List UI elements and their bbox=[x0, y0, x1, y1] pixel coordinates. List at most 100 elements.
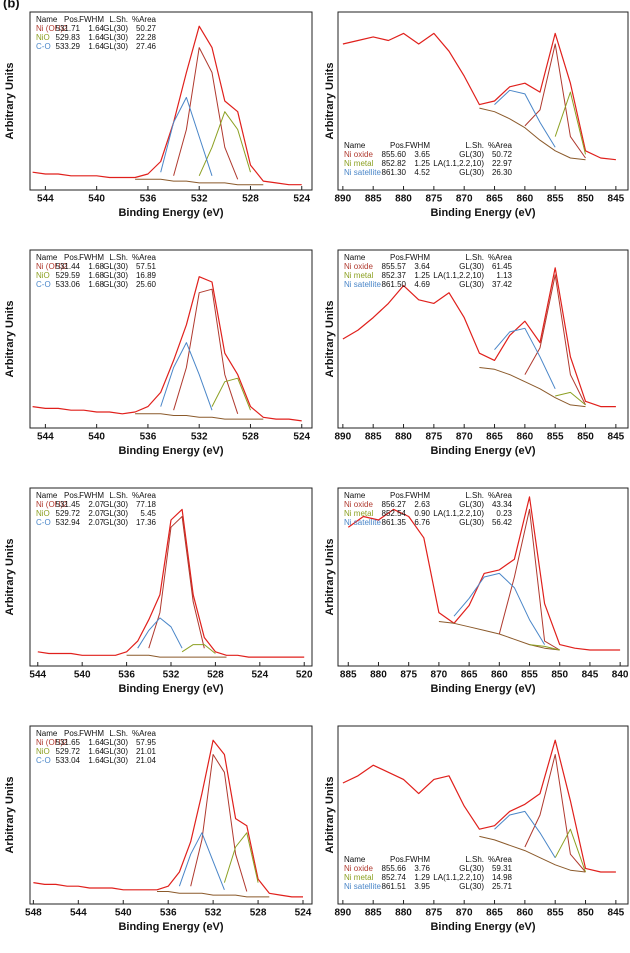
table-name: NiO bbox=[36, 271, 50, 280]
table-name: NiO bbox=[36, 747, 50, 756]
table-header: Pos. bbox=[390, 491, 406, 500]
table-cell: 26.30 bbox=[492, 168, 513, 177]
plot-frame bbox=[337, 249, 629, 429]
y-axis-label: Arbitrary Units bbox=[324, 776, 336, 853]
table-cell: 1.68 bbox=[88, 271, 104, 280]
table-cell: 855.60 bbox=[382, 150, 407, 159]
background-line bbox=[126, 654, 227, 658]
x-tick-label: 524 bbox=[295, 908, 312, 919]
table-cell: 1.64 bbox=[88, 756, 104, 765]
x-tick-label: 540 bbox=[88, 194, 105, 205]
table-cell: 533.06 bbox=[56, 280, 81, 289]
table-name: NiO bbox=[36, 33, 50, 42]
x-tick-label: 548 bbox=[25, 908, 42, 919]
x-tick-label: 524 bbox=[293, 432, 310, 443]
table-header: Pos. bbox=[64, 15, 80, 24]
table-cell: GL(30) bbox=[103, 509, 128, 518]
table-cell: 533.04 bbox=[56, 756, 81, 765]
x-tick-label: 540 bbox=[74, 670, 91, 681]
spectrum-line bbox=[342, 32, 616, 161]
spectrum-line bbox=[347, 496, 621, 651]
table-cell: 1.68 bbox=[88, 280, 104, 289]
component-line bbox=[554, 91, 586, 155]
table-cell: 531.44 bbox=[56, 262, 81, 271]
table-cell: 4.69 bbox=[414, 280, 430, 289]
component-line bbox=[529, 644, 560, 651]
table-cell: 21.01 bbox=[136, 747, 157, 756]
table-header: Pos. bbox=[64, 491, 80, 500]
x-tick-label: 855 bbox=[547, 194, 564, 205]
table-cell: 861.51 bbox=[382, 882, 407, 891]
table-cell: GL(30) bbox=[103, 518, 128, 527]
y-axis-label: Arbitrary Units bbox=[4, 300, 16, 377]
table-cell: LA(1.1,2.2,10) bbox=[433, 159, 484, 168]
table-cell: 6.76 bbox=[414, 518, 430, 527]
x-tick-label: 870 bbox=[431, 670, 448, 681]
table-header: Name bbox=[36, 491, 58, 500]
spectrum-line bbox=[37, 508, 305, 658]
table-name: Ni (OH)2 bbox=[36, 24, 68, 33]
spectrum-line bbox=[342, 739, 616, 873]
table-cell: 1.25 bbox=[414, 271, 430, 280]
component-line bbox=[173, 288, 239, 414]
table-cell: 852.37 bbox=[382, 271, 407, 280]
table-cell: 57.51 bbox=[136, 262, 157, 271]
x-tick-label: 875 bbox=[426, 432, 443, 443]
x-tick-label: 544 bbox=[37, 194, 54, 205]
x-tick-label: 850 bbox=[551, 670, 568, 681]
plot-frame bbox=[337, 725, 629, 905]
table-header: %Area bbox=[132, 491, 157, 500]
x-tick-label: 532 bbox=[163, 670, 180, 681]
table-cell: 1.13 bbox=[496, 271, 512, 280]
x-tick-label: 524 bbox=[293, 194, 310, 205]
table-cell: 861.35 bbox=[382, 518, 407, 527]
table-header: Pos. bbox=[64, 729, 80, 738]
table-cell: 43.34 bbox=[492, 500, 513, 509]
table-cell: 529.72 bbox=[56, 509, 81, 518]
x-tick-label: 532 bbox=[191, 194, 208, 205]
table-cell: GL(30) bbox=[103, 24, 128, 33]
background-line bbox=[479, 107, 586, 161]
x-tick-label: 845 bbox=[608, 432, 625, 443]
table-cell: GL(30) bbox=[459, 280, 484, 289]
table-header: FWHM bbox=[405, 855, 430, 864]
table-cell: 1.64 bbox=[88, 738, 104, 747]
table-name: C-O bbox=[36, 756, 51, 765]
x-tick-label: 865 bbox=[486, 194, 503, 205]
table-name: C-O bbox=[36, 280, 51, 289]
table-cell: 1.64 bbox=[88, 42, 104, 51]
x-tick-label: 870 bbox=[456, 908, 473, 919]
spectrum-line bbox=[32, 276, 302, 422]
table-header: Name bbox=[36, 729, 58, 738]
table-cell: 531.65 bbox=[56, 738, 81, 747]
x-tick-label: 860 bbox=[517, 908, 534, 919]
plot-frame bbox=[337, 487, 629, 667]
table-cell: 25.71 bbox=[492, 882, 513, 891]
table-cell: GL(30) bbox=[103, 262, 128, 271]
x-tick-label: 520 bbox=[296, 670, 313, 681]
x-tick-label: 532 bbox=[205, 908, 222, 919]
x-tick-label: 875 bbox=[426, 194, 443, 205]
spectrum-line bbox=[33, 739, 303, 898]
x-tick-label: 875 bbox=[426, 908, 443, 919]
x-tick-label: 845 bbox=[608, 908, 625, 919]
table-cell: 852.74 bbox=[382, 873, 407, 882]
x-tick-label: 845 bbox=[582, 670, 599, 681]
x-axis-label: Binding Energy (eV) bbox=[118, 207, 223, 219]
component-line bbox=[181, 644, 216, 654]
x-tick-label: 860 bbox=[517, 194, 534, 205]
table-cell: 533.29 bbox=[56, 42, 81, 51]
component-line bbox=[494, 327, 556, 390]
background-line bbox=[479, 835, 586, 873]
table-cell: GL(30) bbox=[103, 747, 128, 756]
x-axis-label: Binding Energy (eV) bbox=[430, 683, 535, 695]
component-line bbox=[160, 342, 213, 411]
x-tick-label: 528 bbox=[250, 908, 267, 919]
table-cell: 531.71 bbox=[56, 24, 81, 33]
table-cell: 3.65 bbox=[414, 150, 430, 159]
table-cell: GL(30) bbox=[103, 271, 128, 280]
component-line bbox=[137, 617, 183, 649]
y-axis-label: Arbitrary Units bbox=[4, 538, 16, 615]
table-cell: 56.42 bbox=[492, 518, 513, 527]
x-tick-label: 865 bbox=[486, 908, 503, 919]
